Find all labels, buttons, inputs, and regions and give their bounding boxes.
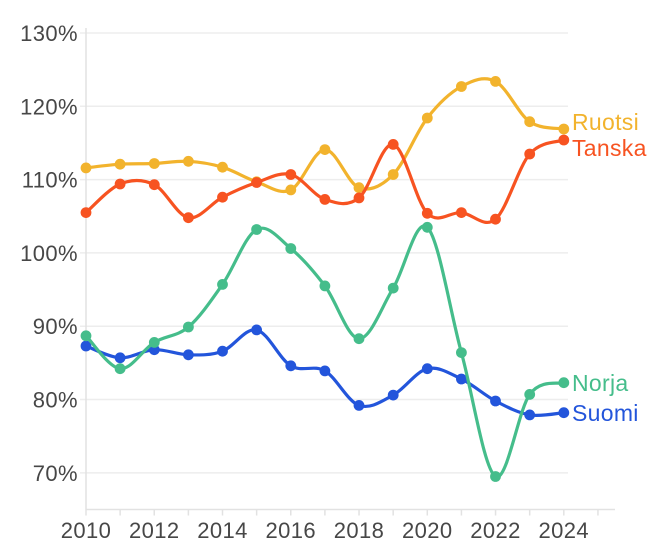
data-point-ruotsi [319,144,331,156]
data-point-ruotsi [524,116,536,128]
data-point-tanska [319,194,331,205]
data-point-norja [251,224,262,235]
data-point-suomi [558,407,570,419]
data-point-norja [524,389,536,400]
data-point-tanska [251,177,262,188]
data-point-tanska [490,213,501,225]
data-point-tanska [285,169,297,180]
data-point-norja [217,279,228,290]
y-tick-label: 110% [22,168,78,193]
data-point-ruotsi [456,81,467,92]
data-point-suomi [421,363,433,375]
data-point-ruotsi [217,161,228,173]
x-tick-label: 2020 [402,518,453,543]
x-tick-label: 2014 [197,518,248,543]
data-point-suomi [217,345,228,357]
y-tick-label: 70% [33,461,78,486]
data-point-ruotsi [148,158,160,169]
data-point-norja [80,330,92,342]
data-point-ruotsi [421,112,433,124]
data-point-ruotsi [558,123,570,135]
data-point-norja [490,471,501,482]
data-point-suomi [251,324,262,336]
data-point-norja [558,377,570,389]
data-point-suomi [285,360,297,372]
y-tick-label: 100% [20,241,78,266]
data-point-suomi [183,349,194,361]
data-point-ruotsi [183,155,194,167]
x-tick-label: 2016 [266,518,317,543]
data-point-suomi [387,389,399,401]
y-tick-label: 120% [20,94,78,119]
data-point-norja [353,333,365,345]
data-point-ruotsi [114,158,126,170]
data-point-tanska [387,139,399,150]
data-point-tanska [217,191,228,203]
data-point-tanska [114,178,126,190]
data-point-tanska [183,212,194,224]
data-point-tanska [80,207,92,219]
data-point-suomi [456,373,467,385]
series-line-norja [84,224,566,479]
data-point-ruotsi [387,169,399,180]
series-label-ruotsi: Ruotsi [572,108,639,135]
data-point-suomi [319,365,331,377]
series-label-tanska: Tanska [572,134,647,161]
data-point-norja [456,347,467,358]
series-label-norja: Norja [572,369,629,396]
data-point-norja [387,282,399,294]
data-point-norja [285,243,297,254]
data-point-norja [114,363,126,375]
x-tick-label: 2022 [470,518,521,543]
y-tick-label: 130% [20,21,78,46]
data-point-tanska [456,207,467,219]
data-point-tanska [148,179,160,191]
data-point-tanska [353,192,365,204]
data-point-suomi [490,395,501,407]
x-tick-label: 2024 [539,518,590,543]
data-point-tanska [558,134,570,146]
data-point-norja [148,337,160,348]
data-point-norja [183,321,194,333]
data-point-norja [319,280,331,292]
data-point-norja [421,221,433,233]
data-point-suomi [80,340,92,352]
x-tick-label: 2018 [334,518,385,543]
series-line-ruotsi [84,77,566,194]
data-point-suomi [524,409,536,421]
x-tick-label: 2012 [129,518,180,543]
x-tick-label: 2010 [61,518,112,543]
data-point-tanska [421,207,433,219]
data-point-ruotsi [490,76,501,87]
y-tick-label: 80% [33,388,78,413]
data-point-ruotsi [80,162,92,174]
series-label-suomi: Suomi [572,399,639,426]
data-point-ruotsi [285,184,297,196]
data-point-suomi [353,400,365,411]
data-point-ruotsi [353,182,365,194]
data-point-tanska [524,148,536,160]
data-point-suomi [114,352,126,364]
y-tick-label: 90% [33,314,78,339]
